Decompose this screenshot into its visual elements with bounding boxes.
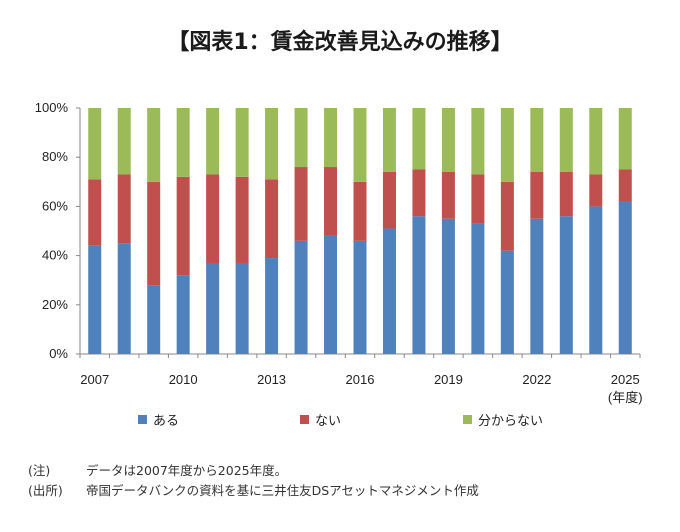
bar-nai-2015	[324, 167, 338, 236]
note-row: (注) データは2007年度から2025年度。	[28, 461, 479, 481]
bar-nai-2014	[294, 167, 308, 241]
x-tick-label: 2019	[434, 372, 463, 387]
bar-nai-2007	[88, 179, 102, 246]
bar-nai-2010	[176, 176, 190, 276]
bar-wakaranai-2016	[353, 108, 367, 182]
bar-nai-2020	[471, 174, 485, 224]
bar-aru-2007	[88, 245, 102, 354]
bar-aru-2025	[618, 201, 632, 354]
bar-nai-2008	[117, 174, 131, 244]
chart-title: 【図表1：賃金改善見込みの推移】	[167, 30, 513, 55]
legend-swatch-wakaranai	[463, 415, 472, 424]
x-tick-label: 2013	[257, 372, 286, 387]
bar-aru-2018	[412, 216, 426, 354]
bar-wakaranai-2022	[530, 108, 544, 172]
bar-wakaranai-2007	[88, 108, 102, 180]
bar-nai-2011	[206, 174, 220, 263]
bar-nai-2022	[530, 171, 544, 219]
note-label: (注)	[28, 463, 51, 478]
bar-wakaranai-2011	[206, 108, 220, 175]
bar-aru-2016	[353, 240, 367, 354]
bar-nai-2024	[589, 174, 603, 207]
x-tick-label: 2016	[346, 372, 375, 387]
bar-aru-2021	[500, 250, 514, 354]
legend-label-wakaranai: 分からない	[478, 414, 544, 429]
bar-wakaranai-2025	[618, 108, 632, 170]
bar-nai-2017	[382, 171, 396, 229]
bar-wakaranai-2017	[382, 108, 396, 172]
bar-wakaranai-2008	[117, 108, 131, 175]
bar-aru-2010	[176, 275, 190, 354]
legend: ある ない 分からない	[0, 410, 680, 430]
bar-aru-2023	[559, 216, 573, 354]
bar-nai-2019	[441, 171, 455, 219]
bar-nai-2018	[412, 169, 426, 217]
bar-aru-2022	[530, 218, 544, 354]
legend-label-nai: ない	[315, 414, 342, 429]
bar-aru-2008	[117, 243, 131, 354]
x-tick-label: 2007	[80, 372, 109, 387]
bar-aru-2014	[294, 240, 308, 354]
source-row: (出所) 帝国データバンクの資料を基に三井住友DSアセットマネジメント作成	[28, 481, 479, 501]
y-tick-label: 80%	[42, 149, 68, 164]
y-tick-label: 40%	[42, 248, 68, 263]
bar-aru-2015	[324, 235, 338, 354]
bar-aru-2011	[206, 262, 220, 354]
bar-nai-2016	[353, 181, 367, 241]
bar-wakaranai-2015	[324, 108, 338, 168]
bar-aru-2024	[589, 206, 603, 354]
bar-nai-2009	[147, 181, 161, 286]
bar-wakaranai-2018	[412, 108, 426, 170]
bar-wakaranai-2021	[500, 108, 514, 182]
legend-item-aru: ある	[138, 410, 179, 429]
y-tick-label: 20%	[42, 297, 68, 312]
bar-wakaranai-2009	[147, 108, 161, 182]
bar-wakaranai-2020	[471, 108, 485, 175]
bar-aru-2012	[235, 262, 249, 354]
bar-aru-2013	[265, 258, 279, 354]
bar-nai-2021	[500, 181, 514, 251]
bar-wakaranai-2014	[294, 108, 308, 168]
source-text: 帝国データバンクの資料を基に三井住友DSアセットマネジメント作成	[86, 483, 479, 498]
bar-aru-2020	[471, 223, 485, 354]
bar-wakaranai-2019	[441, 108, 455, 172]
stacked-bar-chart: 0% 20% 40% 60% 80% 100% 2007 2010 2013 2016 2019 20…	[35, 100, 643, 405]
notes: (注) データは2007年度から2025年度。 (出所) 帝国データバンクの資料…	[28, 461, 479, 501]
bar-nai-2025	[618, 169, 632, 202]
x-tick-label: 2010	[169, 372, 198, 387]
bar-aru-2019	[441, 218, 455, 354]
bar-nai-2023	[559, 171, 573, 217]
legend-swatch-aru	[138, 415, 147, 424]
legend-label-aru: ある	[153, 414, 180, 429]
note-text: データは2007年度から2025年度。	[86, 463, 288, 478]
bar-wakaranai-2013	[265, 108, 279, 180]
y-tick-label: 100%	[35, 100, 69, 115]
bar-nai-2012	[235, 176, 249, 263]
bar-wakaranai-2010	[176, 108, 190, 177]
bar-aru-2009	[147, 285, 161, 354]
bar-wakaranai-2023	[559, 108, 573, 172]
bar-wakaranai-2024	[589, 108, 603, 175]
bar-wakaranai-2012	[235, 108, 249, 177]
legend-item-nai: ない	[300, 410, 341, 429]
source-label: (出所)	[28, 483, 63, 498]
y-tick-label: 60%	[42, 198, 68, 213]
bar-nai-2013	[265, 179, 279, 259]
legend-swatch-nai	[300, 415, 309, 424]
x-tick-label: 2025	[611, 372, 640, 387]
x-tick-label: 2022	[522, 372, 551, 387]
legend-item-wakaranai: 分からない	[463, 410, 543, 429]
y-tick-label: 0%	[49, 346, 68, 361]
x-unit-label: (年度)	[608, 390, 643, 405]
bar-aru-2017	[382, 228, 396, 354]
